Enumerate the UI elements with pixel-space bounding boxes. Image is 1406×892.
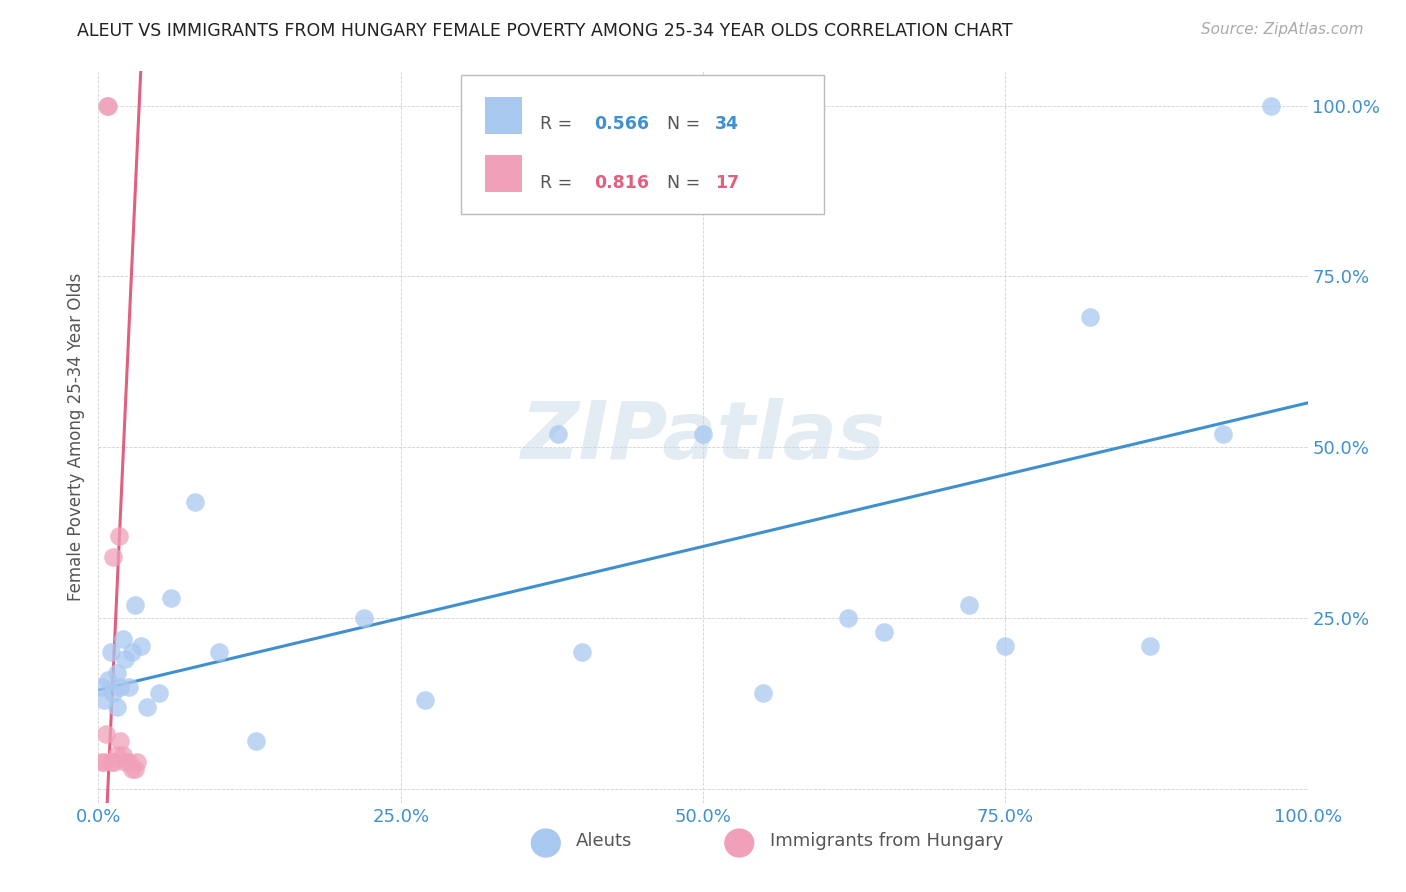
Text: 34: 34 [716,115,740,133]
Point [837,611,859,625]
Point [96,98,118,112]
Text: ZIPatlas: ZIPatlas [520,398,886,476]
Point [118,680,141,694]
Text: N =: N = [666,115,706,133]
Point [108,529,131,543]
Point [245,734,267,748]
Text: Aleuts: Aleuts [576,832,633,850]
Point [97,673,120,687]
Point [111,632,134,646]
Point [692,426,714,441]
Point [571,645,593,659]
Point [184,495,207,509]
Text: 0.816: 0.816 [595,174,650,192]
Point [118,755,141,769]
Point [105,665,128,680]
Ellipse shape [724,829,755,858]
Text: Immigrants from Hungary: Immigrants from Hungary [769,832,1002,850]
Point [93,693,115,707]
Text: Source: ZipAtlas.com: Source: ZipAtlas.com [1201,22,1364,37]
Text: R =: R = [540,115,578,133]
Point [129,639,152,653]
Point [1139,639,1161,653]
Point [957,598,980,612]
Point [413,693,436,707]
Point [108,734,131,748]
Point [127,755,149,769]
Point [100,645,122,659]
FancyBboxPatch shape [461,75,824,214]
Point [135,700,157,714]
Text: 17: 17 [716,174,740,192]
Point [1212,426,1234,441]
FancyBboxPatch shape [485,155,522,192]
Point [101,686,124,700]
Point [91,680,114,694]
Point [121,762,143,776]
Point [111,747,134,762]
Point [103,755,125,769]
Point [994,639,1017,653]
Point [124,762,146,776]
Point [160,591,183,605]
Point [353,611,375,625]
Text: 0.566: 0.566 [595,115,650,133]
Y-axis label: Female Poverty Among 25-34 Year Olds: Female Poverty Among 25-34 Year Olds [66,273,84,601]
Point [94,727,117,741]
Point [1260,98,1282,112]
FancyBboxPatch shape [485,97,522,134]
Point [101,549,124,564]
Text: R =: R = [540,174,578,192]
Point [114,755,136,769]
Point [93,755,115,769]
Point [124,598,146,612]
Point [121,645,143,659]
Text: ALEUT VS IMMIGRANTS FROM HUNGARY FEMALE POVERTY AMONG 25-34 YEAR OLDS CORRELATIO: ALEUT VS IMMIGRANTS FROM HUNGARY FEMALE … [77,22,1012,40]
Point [100,755,122,769]
Point [547,426,569,441]
Point [752,686,775,700]
Point [97,98,120,112]
Point [148,686,170,700]
Point [91,755,114,769]
Point [114,652,136,666]
Ellipse shape [530,829,561,858]
Point [108,680,131,694]
Point [1078,310,1101,325]
Point [105,700,128,714]
Text: N =: N = [666,174,706,192]
Point [873,624,896,639]
Point [105,747,128,762]
Point [208,645,231,659]
